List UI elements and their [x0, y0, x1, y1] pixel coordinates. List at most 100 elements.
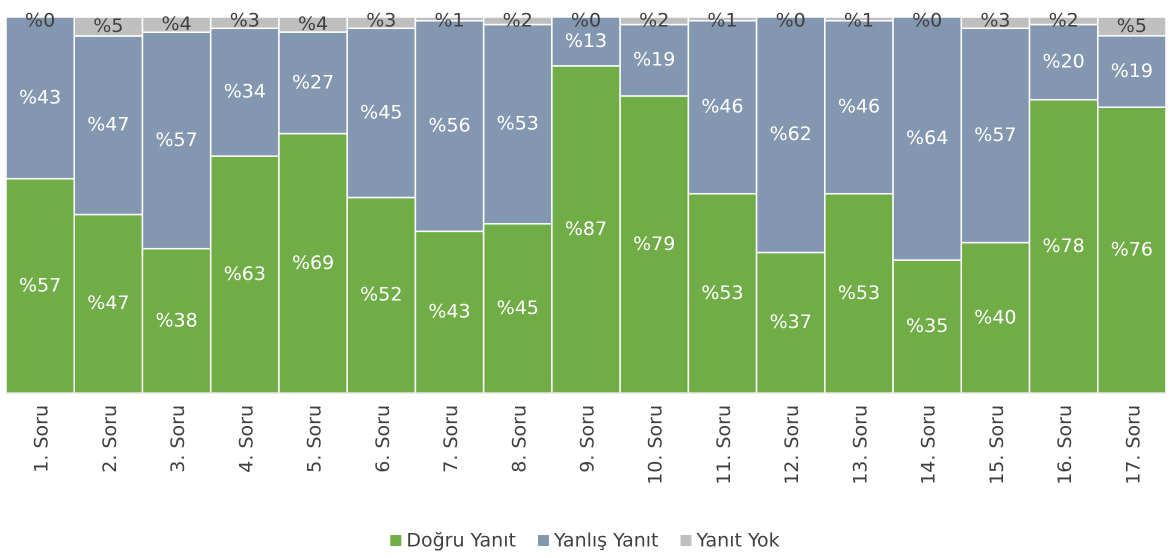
data-label: %53 — [838, 282, 880, 304]
bar-segment — [141, 31, 212, 250]
data-label: %20 — [1043, 51, 1085, 73]
data-label: %78 — [1043, 235, 1085, 257]
data-label: %0 — [571, 10, 601, 32]
data-label: %1 — [844, 10, 874, 32]
data-label: %87 — [565, 218, 607, 240]
data-label: %57 — [19, 274, 61, 296]
data-label: %5 — [93, 15, 123, 37]
data-label: %43 — [19, 86, 61, 108]
data-label: %5 — [1117, 15, 1147, 37]
legend-swatch — [390, 535, 402, 546]
x-tick-label: 3. Soru — [167, 405, 189, 473]
bar-segment — [551, 65, 621, 394]
data-label: %40 — [974, 306, 1016, 328]
data-label: %57 — [155, 129, 197, 151]
bar-segment — [482, 23, 553, 225]
x-tick-label: 2. Soru — [99, 405, 121, 473]
data-label: %37 — [770, 311, 812, 333]
data-label: %53 — [497, 113, 539, 135]
legend-swatch — [537, 535, 549, 546]
legend-label: Yanıt Yok — [696, 530, 780, 552]
bar-segment — [892, 16, 963, 261]
bar-segment — [1097, 16, 1167, 37]
data-label: %38 — [155, 309, 197, 331]
bar-segment — [5, 16, 75, 180]
data-label: %34 — [224, 81, 266, 103]
data-label: %3 — [230, 10, 260, 32]
bar-segment — [209, 155, 280, 394]
x-tick-label: 4. Soru — [235, 405, 257, 473]
data-label: %79 — [633, 233, 675, 255]
data-label: %2 — [503, 10, 533, 32]
data-label: %1 — [434, 10, 464, 32]
x-tick-label: 12. Soru — [781, 405, 803, 485]
bar-segment — [755, 16, 826, 254]
legend-label: Doğru Yanıt — [406, 530, 516, 552]
data-label: %76 — [1111, 239, 1153, 261]
data-label: %64 — [906, 127, 948, 149]
bar-segment — [824, 20, 894, 195]
bar-segment — [1028, 98, 1099, 394]
data-label: %1 — [707, 10, 737, 32]
bar-segment — [824, 192, 894, 394]
data-label: %45 — [360, 101, 402, 123]
bar-segment — [73, 35, 144, 216]
x-tick-label: 15. Soru — [986, 405, 1008, 485]
data-label: %56 — [428, 115, 470, 137]
data-label: %53 — [701, 282, 743, 304]
x-tick-label: 5. Soru — [304, 405, 326, 473]
bar-segment — [960, 27, 1031, 244]
bar-segment — [1028, 23, 1099, 101]
data-label: %2 — [639, 10, 669, 32]
x-tick-label: 16. Soru — [1054, 405, 1076, 485]
data-label: %0 — [776, 10, 806, 32]
bar-segment — [755, 251, 826, 394]
data-label: %3 — [366, 10, 396, 32]
bar-segment — [482, 223, 553, 394]
bar-segment — [5, 177, 75, 394]
x-tick-label: 1. Soru — [31, 405, 53, 473]
data-label: %47 — [87, 292, 129, 314]
bar-segment — [346, 27, 417, 199]
bar-segment — [209, 27, 280, 157]
x-tick-label: 10. Soru — [645, 405, 667, 485]
data-label: %43 — [428, 301, 470, 323]
data-label: %52 — [360, 284, 402, 306]
bar-segment — [619, 23, 690, 97]
data-label: %27 — [292, 71, 334, 93]
legend-swatch — [680, 535, 692, 546]
bar-segment — [687, 192, 758, 394]
data-label: %19 — [1111, 60, 1153, 82]
data-label: %4 — [162, 13, 192, 35]
bar-segment — [619, 95, 690, 394]
bar-segment — [551, 16, 621, 67]
data-label: %62 — [770, 123, 812, 145]
x-tick-label: 17. Soru — [1122, 405, 1144, 485]
data-label: %0 — [25, 10, 55, 32]
data-label: %13 — [565, 30, 607, 52]
x-tick-label: 14. Soru — [918, 405, 940, 485]
data-label: %47 — [87, 114, 129, 136]
x-tick-label: 7. Soru — [440, 405, 462, 473]
data-label: %4 — [298, 13, 328, 35]
legend-label: Yanlış Yanıt — [553, 530, 659, 552]
data-label: %3 — [980, 10, 1010, 32]
x-tick-label: 8. Soru — [508, 405, 530, 473]
data-label: %46 — [838, 96, 880, 118]
bar-segment — [892, 259, 963, 394]
bar-segment — [346, 196, 417, 394]
data-label: %35 — [906, 315, 948, 337]
x-tick-label: 11. Soru — [713, 405, 735, 485]
data-label: %19 — [633, 49, 675, 71]
data-label: %69 — [292, 252, 334, 274]
x-tick-label: 13. Soru — [849, 405, 871, 485]
x-tick-label: 6. Soru — [372, 405, 394, 473]
data-label: %45 — [497, 297, 539, 319]
data-label: %63 — [224, 263, 266, 285]
bar-segment — [1097, 106, 1167, 394]
data-label: %2 — [1049, 10, 1079, 32]
x-tick-label: 9. Soru — [577, 405, 599, 473]
data-label: %46 — [701, 96, 743, 118]
data-label: %0 — [912, 10, 942, 32]
